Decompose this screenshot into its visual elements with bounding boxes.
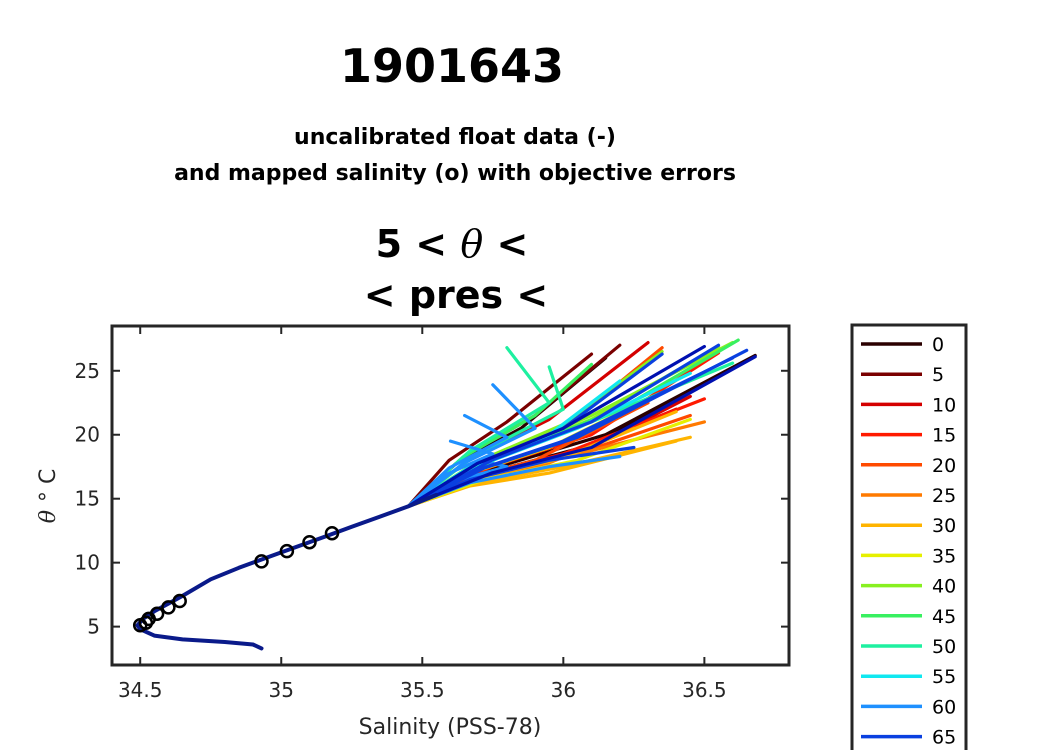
legend-entry: 50 [861,636,956,658]
y-axis-label: θ ° C [36,469,61,524]
legend-label: 30 [932,515,956,537]
legend-entry: 60 [861,696,956,718]
profile-line-cycle-70 [406,344,706,508]
legend-entry: 5 [861,364,944,386]
legend-label: 20 [932,455,956,477]
deep-profile-layer [135,492,439,651]
profile-line-cycle-71 [406,355,757,508]
x-tick-label: 34.5 [118,678,163,702]
x-axis-label: Salinity (PSS-78) [359,715,542,740]
y-tick-label: 10 [75,551,100,575]
legend-entry: 15 [861,425,956,447]
legend-label: 60 [932,696,956,718]
profile-line-cycle-6 [406,352,594,508]
subtitle-line-1: uncalibrated float data (-) [294,125,616,150]
x-tick-label: 35.5 [400,678,445,702]
panel-title-theta: θ [460,222,483,266]
legend-label: 25 [932,485,956,507]
mapped-salinity-point [324,525,340,541]
legend-label: 15 [932,425,956,447]
profile-line-cycle-60 [406,383,537,508]
mapped-salinity-point [254,554,269,569]
x-tick-label: 35 [269,678,294,702]
mapped-salinity-point [302,534,317,550]
panel-title-line-2: < pres < [364,273,548,317]
legend-entry: 45 [861,606,956,628]
mapped-salinity-point [172,593,187,609]
legend-entry: 65 [861,727,956,749]
subtitle-line-2: and mapped salinity (o) with objective e… [174,161,736,186]
legend-label: 35 [932,545,956,567]
axes-layer: 34.5 35 35.5 36 36.5 5 10 15 20 25 [75,326,789,702]
legend-entry: 25 [861,485,956,507]
panel-title-line-1: 5 < θ < [376,222,529,266]
deep-profile-line [135,492,439,651]
x-tick-label: 36 [551,678,576,702]
profiles-layer [406,338,757,508]
legend-entry: 35 [861,545,956,567]
legend-label: 55 [932,666,956,688]
mapped-salinity-point [149,606,165,622]
mapped-salinity-layer [132,525,340,633]
legend-label: 65 [932,727,956,749]
legend-entry: 0 [861,334,944,356]
profile-line-cycle-69 [406,356,735,508]
y-tick-label: 5 [87,615,100,639]
y-axis-label-theta: θ [36,510,61,523]
mapped-salinity-point [279,543,295,559]
legend-label: 0 [932,334,944,356]
legend-label: 40 [932,576,956,598]
legend-entry: 20 [861,455,956,477]
figure-title: 1901643 [340,39,564,93]
plot-background [112,326,789,665]
legend-label: 50 [932,636,956,658]
svg-text:θ° C: θ ° C [36,469,61,524]
profile-line-cycle-62 [406,439,495,508]
legend-box [850,323,968,750]
legend: 0 5 10 15 20 25 30 35 40 45 50 55 60 65 [861,334,956,749]
legend-label: 45 [932,606,956,628]
x-tick-label: 36.5 [682,678,727,702]
plot-frame [110,324,791,667]
legend-entry: 10 [861,394,956,416]
y-tick-label: 15 [75,487,100,511]
y-tick-label: 20 [75,423,100,447]
panel-title-pre: 5 < [376,222,461,266]
legend-entry: 55 [861,666,956,688]
y-tick-label: 25 [75,359,100,383]
panel-title-post: < [483,222,528,266]
legend-entry: 40 [861,576,956,598]
y-axis-label-unit: ° C [36,469,61,502]
legend-label: 10 [932,394,956,416]
mapped-salinity-point [161,600,176,615]
legend-entry: 30 [861,515,956,537]
legend-label: 5 [932,364,944,386]
